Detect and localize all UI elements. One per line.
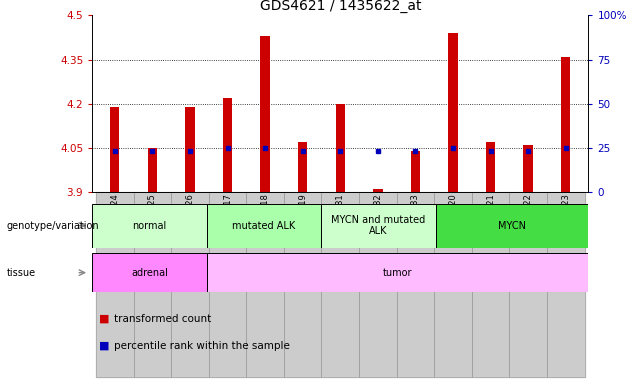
Bar (209, 192, 246, 377)
Bar (321, 192, 359, 377)
Bar (434, 192, 472, 377)
Bar (561, 56, 570, 192)
Text: percentile rank within the sample: percentile rank within the sample (114, 341, 291, 351)
Bar (284, 192, 321, 377)
Bar (509, 192, 547, 377)
Bar (397, 192, 434, 377)
Bar (298, 142, 307, 192)
Bar (96, 192, 134, 377)
Bar (148, 148, 157, 192)
Bar (336, 104, 345, 192)
Bar (207, 204, 321, 248)
Title: GDS4621 / 1435622_at: GDS4621 / 1435622_at (259, 0, 421, 13)
Bar (92, 204, 207, 248)
Bar (209, 192, 246, 377)
Bar (509, 192, 547, 377)
Text: ■: ■ (99, 314, 109, 324)
Bar (134, 192, 171, 377)
Bar (92, 253, 207, 292)
Bar (321, 192, 359, 377)
Bar (434, 192, 472, 377)
Bar (284, 192, 321, 377)
Bar (411, 151, 420, 192)
Bar (134, 192, 171, 377)
Bar (547, 192, 584, 377)
Bar (523, 145, 533, 192)
Bar (171, 192, 209, 377)
Text: tumor: tumor (383, 268, 412, 278)
Bar (373, 189, 382, 192)
Bar (472, 192, 509, 377)
Text: MYCN and mutated
ALK: MYCN and mutated ALK (331, 215, 425, 237)
Bar (246, 192, 284, 377)
Bar (185, 107, 195, 192)
Text: mutated ALK: mutated ALK (232, 220, 296, 231)
Bar (448, 33, 458, 192)
Bar (246, 192, 284, 377)
Text: adrenal: adrenal (131, 268, 168, 278)
Text: transformed count: transformed count (114, 314, 212, 324)
Bar (547, 192, 584, 377)
Bar (359, 192, 397, 377)
Bar (96, 192, 134, 377)
Bar (110, 107, 120, 192)
Bar (359, 192, 397, 377)
Bar (171, 192, 209, 377)
Bar (486, 142, 495, 192)
Bar (207, 253, 588, 292)
Bar (397, 192, 434, 377)
Text: normal: normal (132, 220, 167, 231)
Text: tissue: tissue (6, 268, 36, 278)
Bar (223, 98, 232, 192)
Bar (321, 204, 436, 248)
Text: MYCN: MYCN (498, 220, 526, 231)
Bar (472, 192, 509, 377)
Text: genotype/variation: genotype/variation (6, 220, 99, 231)
Bar (436, 204, 588, 248)
Bar (260, 36, 270, 192)
Text: ■: ■ (99, 341, 109, 351)
